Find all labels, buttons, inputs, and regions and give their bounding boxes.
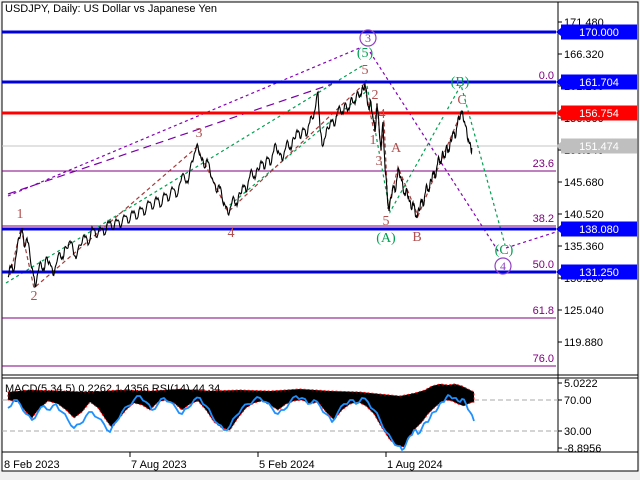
price-level-badge-label: 131.250 [579,267,619,279]
wave-label-c: C [457,93,466,108]
x-axis-date-label: 7 Aug 2023 [131,459,187,471]
price-series-line [7,82,473,289]
x-axis-date-label: 5 Feb 2024 [259,459,315,471]
price-axis[interactable]: 171.480166.320161.160156.000150.840145.6… [556,2,637,452]
fibonacci-level-label: 61.8 [533,305,554,317]
wave-label-a: A [391,141,402,156]
secondary-support-line[interactable] [224,89,369,210]
wave-label-3: 3 [196,126,203,141]
price-level-badge-label: 156.754 [579,108,619,120]
price-badge-pointer [556,142,561,150]
wave-label-c: (C) [495,243,514,258]
wave-label-circle [494,257,512,275]
price-level-badge-label: 138.080 [579,224,619,236]
wave-label-5: (5) [357,46,374,61]
fibonacci-level-label: 0.0 [539,70,554,82]
x-axis-date-label: 8 Feb 2023 [4,459,60,471]
wave-label-4: 4 [228,226,235,241]
chart-title: USDJPY, Daily: US Dollar vs Japanese Yen [5,3,217,15]
wave-label-b: B [412,230,421,245]
recovery-projection-line[interactable] [505,231,556,249]
wave-path-line[interactable] [9,82,462,290]
wave-label-circle [359,29,377,47]
y-axis-tick-label: 125.040 [564,305,604,317]
indicator-axis-label: -8.8956 [564,443,601,455]
macd-histogram-area [8,384,474,447]
wave-label-3: 3 [376,154,383,169]
wave-label-1: 1 [370,133,377,148]
wave-label-5: 5 [383,214,390,229]
time-axis[interactable]: 8 Feb 2023 7 Aug 2023 5 Feb 2024 1 Aug 2024 [1,451,638,471]
wedge-upper-trendline[interactable] [7,46,363,197]
y-axis-tick-label: 119.880 [564,337,603,349]
price-level-badge-label: 170.000 [579,27,619,39]
price-level-badge [561,221,637,237]
indicator-settings-label: MACD(5,34,5) 0.2262 1.4356 RSI(14) 44.34 [5,383,220,395]
price-badge-pointer [556,268,561,276]
price-level-badge [561,105,637,121]
wave-label-a: (A) [376,231,396,246]
fibonacci-level-label: 23.6 [533,158,554,170]
price-badge-pointer [556,28,561,36]
rsi-line [7,394,475,451]
indicator-axis-label: 30.00 [564,426,592,438]
price-level-badge [561,264,637,280]
indicator-axis-label: 5.0222 [564,378,598,390]
macd-signal-line [7,383,475,448]
price-badge-pointer [556,78,561,86]
fibonacci-level-label: 76.0 [533,353,554,365]
price-badge-pointer [556,109,561,117]
y-axis-tick-label: 135.360 [564,241,604,253]
wave-label-b: (B) [451,75,470,90]
wave-label-4: 4 [379,107,386,122]
y-axis-tick-label: 145.680 [564,177,604,189]
wave-label-2: 2 [31,289,38,304]
wave-label-circled-3: 3 [365,31,371,45]
indicator-axis-label: 70.00 [564,395,592,407]
price-badge-pointer [556,225,561,233]
price-level-badge-label: 161.704 [579,77,619,89]
wedge-lower-trendline[interactable] [7,83,333,195]
wave-label-2: 2 [372,88,379,103]
price-level-badge [561,138,637,154]
wave-label-5: 5 [362,63,369,78]
y-axis-tick-label: 140.520 [564,209,604,221]
x-axis-date-label: 1 Aug 2024 [387,459,443,471]
price-level-badge [561,24,637,40]
y-axis-tick-label: 166.320 [564,49,604,61]
decline-projection-line[interactable] [369,51,501,255]
wave-label-circled-4: 4 [500,259,506,273]
price-level-badge [561,74,637,90]
price-level-badge-label: 151.474 [579,141,619,153]
wave-label-1: 1 [17,207,24,222]
abc-zigzag-projection[interactable] [365,79,506,246]
fibonacci-level-label: 50.0 [533,259,554,271]
indicator-series-group [7,383,475,451]
fibonacci-level-label: 38.2 [533,213,554,225]
